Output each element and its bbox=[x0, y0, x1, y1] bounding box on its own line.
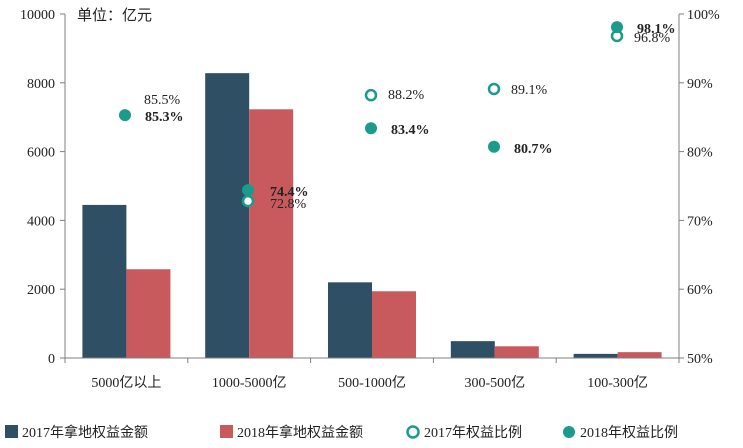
x-tick-label: 300-500亿 bbox=[464, 375, 525, 391]
y-right-tick-label: 100% bbox=[687, 8, 720, 23]
bar-2018 bbox=[249, 109, 294, 359]
point-2017 bbox=[241, 194, 255, 208]
y-right-tick-label: 60% bbox=[687, 283, 713, 298]
point-2018 bbox=[611, 21, 623, 34]
label-2018: 98.1% bbox=[637, 22, 676, 37]
bar-2017 bbox=[573, 353, 618, 358]
label-2018: 85.3% bbox=[145, 110, 184, 125]
y-left-tick-label: 6000 bbox=[27, 146, 55, 161]
bar-2017 bbox=[205, 73, 250, 358]
unit-label: 单位：亿元 bbox=[77, 7, 152, 24]
x-tick-label: 500-1000亿 bbox=[338, 375, 406, 391]
y-left-tick-label: 0 bbox=[48, 352, 55, 367]
label-2017: 88.2% bbox=[388, 88, 425, 103]
legend-label: 2018年拿地权益金额 bbox=[237, 424, 363, 441]
y-left-tick-label: 2000 bbox=[27, 283, 55, 298]
bar-2017 bbox=[450, 341, 495, 358]
label-2018: 80.7% bbox=[514, 142, 553, 157]
point-2018 bbox=[488, 140, 500, 153]
legend-swatch bbox=[563, 426, 575, 438]
y-left-tick-label: 8000 bbox=[27, 77, 55, 92]
y-left-tick-label: 10000 bbox=[20, 8, 55, 23]
legend-label: 2018年权益比例 bbox=[580, 425, 678, 441]
bar-2018 bbox=[126, 269, 171, 358]
y-left-tick-label: 4000 bbox=[27, 214, 55, 229]
label-2017: 89.1% bbox=[511, 83, 548, 98]
label-2018: 74.4% bbox=[270, 185, 309, 200]
legend-swatch bbox=[220, 425, 233, 438]
x-tick-label: 5000亿以上 bbox=[91, 375, 161, 391]
bar-2017 bbox=[82, 204, 127, 358]
point-2018 bbox=[365, 122, 377, 135]
legend-label: 2017年拿地权益金额 bbox=[22, 424, 148, 441]
label-2017: 85.5% bbox=[144, 93, 181, 108]
label-2017: 96.8% bbox=[634, 31, 671, 46]
bar-2018 bbox=[494, 346, 539, 358]
x-tick-label: 100-300亿 bbox=[587, 375, 648, 391]
label-2017: 72.8% bbox=[270, 197, 307, 212]
point-2017 bbox=[487, 82, 501, 96]
bar-2018 bbox=[617, 352, 662, 358]
y-right-tick-label: 80% bbox=[687, 146, 713, 161]
point-2018 bbox=[119, 109, 131, 122]
legend-label: 2017年权益比例 bbox=[424, 425, 522, 441]
y-right-tick-label: 50% bbox=[687, 352, 713, 367]
x-tick-label: 1000-5000亿 bbox=[212, 375, 287, 391]
y-right-tick-label: 70% bbox=[687, 214, 713, 229]
bar-2017 bbox=[328, 282, 372, 358]
legend-swatch bbox=[406, 425, 420, 439]
legend-swatch bbox=[5, 425, 18, 438]
y-right-tick-label: 90% bbox=[687, 77, 713, 92]
point-2017 bbox=[364, 88, 378, 102]
point-2018 bbox=[242, 184, 254, 197]
bar-2018 bbox=[372, 291, 416, 358]
label-2018: 83.4% bbox=[391, 123, 430, 138]
